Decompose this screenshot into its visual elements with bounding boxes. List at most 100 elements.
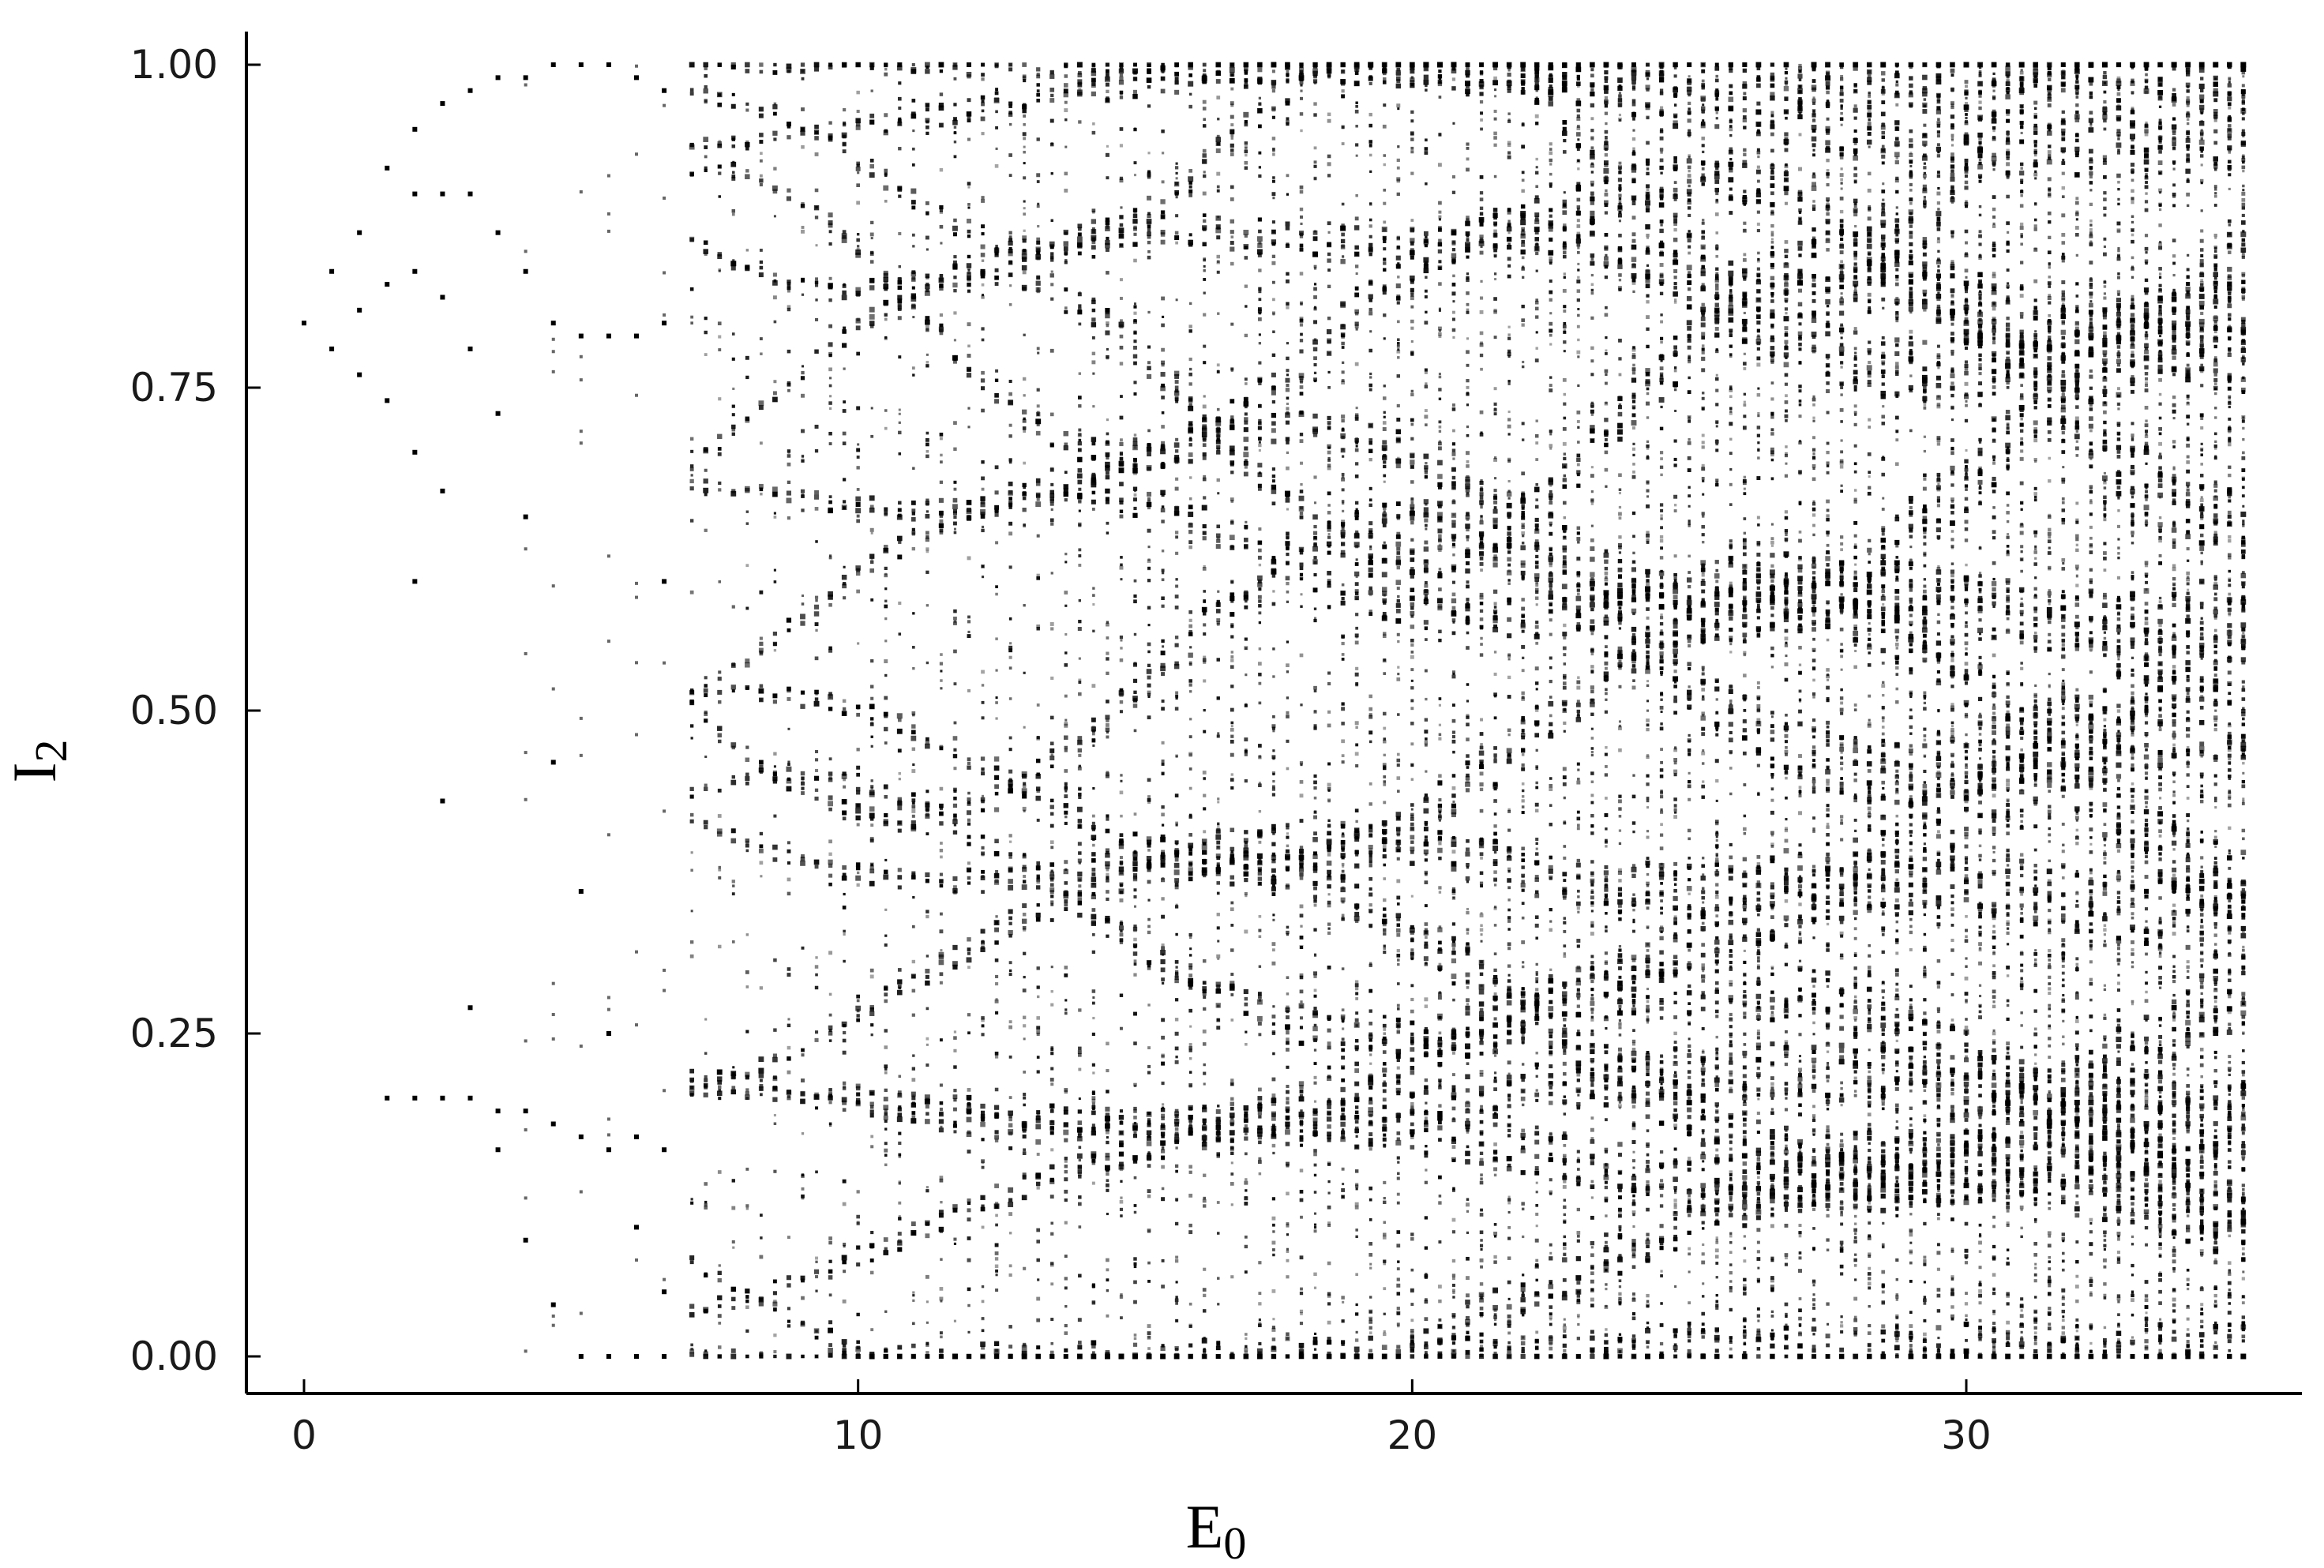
data-point bbox=[925, 1186, 929, 1189]
data-point bbox=[1300, 925, 1303, 928]
data-point bbox=[1036, 880, 1040, 884]
data-point bbox=[1161, 981, 1165, 985]
data-point bbox=[1120, 563, 1123, 567]
data-point bbox=[1021, 918, 1027, 924]
data-point bbox=[1202, 1288, 1207, 1292]
data-point bbox=[1300, 318, 1303, 322]
data-point bbox=[1064, 790, 1068, 793]
data-point bbox=[1161, 604, 1165, 608]
data-point bbox=[911, 871, 916, 876]
data-point bbox=[1189, 936, 1192, 940]
data-point bbox=[814, 66, 820, 72]
data-point bbox=[1271, 1077, 1276, 1082]
data-point bbox=[1077, 223, 1083, 229]
data-point bbox=[1258, 381, 1262, 385]
data-point bbox=[1286, 1222, 1290, 1225]
data-point bbox=[897, 316, 902, 321]
data-point bbox=[1271, 179, 1275, 183]
data-point bbox=[856, 1312, 860, 1317]
data-point bbox=[841, 773, 847, 779]
data-point bbox=[1078, 1008, 1082, 1012]
data-point bbox=[1106, 531, 1109, 535]
data-point bbox=[993, 1105, 1000, 1110]
data-point bbox=[828, 1122, 832, 1126]
data-point bbox=[1203, 395, 1206, 398]
data-point bbox=[1188, 523, 1193, 528]
data-point bbox=[1050, 172, 1053, 175]
data-point bbox=[704, 252, 708, 256]
data-point bbox=[1049, 756, 1055, 761]
data-point bbox=[995, 369, 999, 373]
data-point bbox=[1174, 1133, 1179, 1138]
data-point bbox=[759, 986, 764, 990]
data-point bbox=[634, 75, 639, 81]
data-point bbox=[1203, 1071, 1207, 1075]
data-point bbox=[898, 430, 902, 435]
data-point bbox=[1023, 417, 1026, 421]
data-point bbox=[1188, 963, 1193, 968]
data-point bbox=[1008, 916, 1013, 921]
data-point bbox=[1243, 437, 1249, 442]
data-point bbox=[1105, 917, 1110, 924]
data-point bbox=[1078, 795, 1082, 799]
data-point bbox=[1106, 432, 1109, 435]
data-point bbox=[1299, 392, 1304, 396]
data-point bbox=[1092, 838, 1095, 841]
data-point bbox=[731, 605, 735, 609]
data-point bbox=[1147, 497, 1151, 501]
data-point bbox=[869, 232, 874, 237]
data-point bbox=[1105, 1352, 1110, 1357]
data-point bbox=[1132, 703, 1138, 708]
data-point bbox=[1049, 273, 1054, 278]
data-point bbox=[1230, 599, 1234, 603]
data-point bbox=[1160, 214, 1166, 219]
data-point bbox=[703, 1351, 708, 1356]
data-point bbox=[1285, 388, 1290, 392]
data-point bbox=[1299, 1198, 1304, 1202]
data-point bbox=[967, 630, 971, 633]
data-point bbox=[731, 174, 736, 178]
data-point bbox=[731, 1074, 735, 1078]
data-point bbox=[1174, 396, 1179, 400]
data-point bbox=[1106, 73, 1109, 77]
data-point bbox=[759, 178, 764, 183]
data-point bbox=[1147, 1120, 1151, 1124]
data-point bbox=[843, 400, 846, 403]
data-point bbox=[814, 136, 819, 141]
data-point bbox=[1173, 181, 1180, 187]
data-point bbox=[717, 102, 723, 107]
data-point bbox=[689, 1352, 695, 1357]
data-point bbox=[1313, 113, 1317, 117]
data-point bbox=[925, 1043, 929, 1046]
data-point bbox=[1092, 726, 1095, 729]
data-point bbox=[925, 910, 929, 913]
data-point bbox=[773, 580, 777, 583]
data-point bbox=[1160, 76, 1166, 81]
data-point bbox=[1244, 377, 1248, 381]
data-point bbox=[843, 330, 847, 334]
data-point bbox=[1244, 1244, 1248, 1249]
data-point bbox=[1188, 1048, 1192, 1052]
data-point bbox=[1217, 797, 1220, 801]
data-point bbox=[1244, 284, 1248, 288]
data-point bbox=[759, 487, 764, 492]
data-point bbox=[813, 604, 820, 610]
data-point bbox=[1271, 239, 1277, 245]
data-point bbox=[759, 861, 764, 865]
data-point bbox=[898, 1075, 902, 1078]
data-point bbox=[717, 689, 723, 695]
data-point bbox=[828, 62, 833, 67]
data-point bbox=[967, 881, 971, 885]
data-point bbox=[1229, 77, 1235, 84]
data-point bbox=[704, 1084, 708, 1088]
data-point bbox=[814, 788, 819, 792]
data-point bbox=[1133, 1082, 1137, 1087]
data-point bbox=[1286, 541, 1290, 546]
data-point bbox=[1188, 1043, 1192, 1046]
data-point bbox=[1203, 995, 1207, 999]
data-point bbox=[842, 872, 847, 877]
data-point bbox=[938, 497, 944, 503]
data-point bbox=[967, 1097, 971, 1101]
data-point bbox=[1118, 227, 1124, 234]
data-point bbox=[1299, 62, 1304, 67]
